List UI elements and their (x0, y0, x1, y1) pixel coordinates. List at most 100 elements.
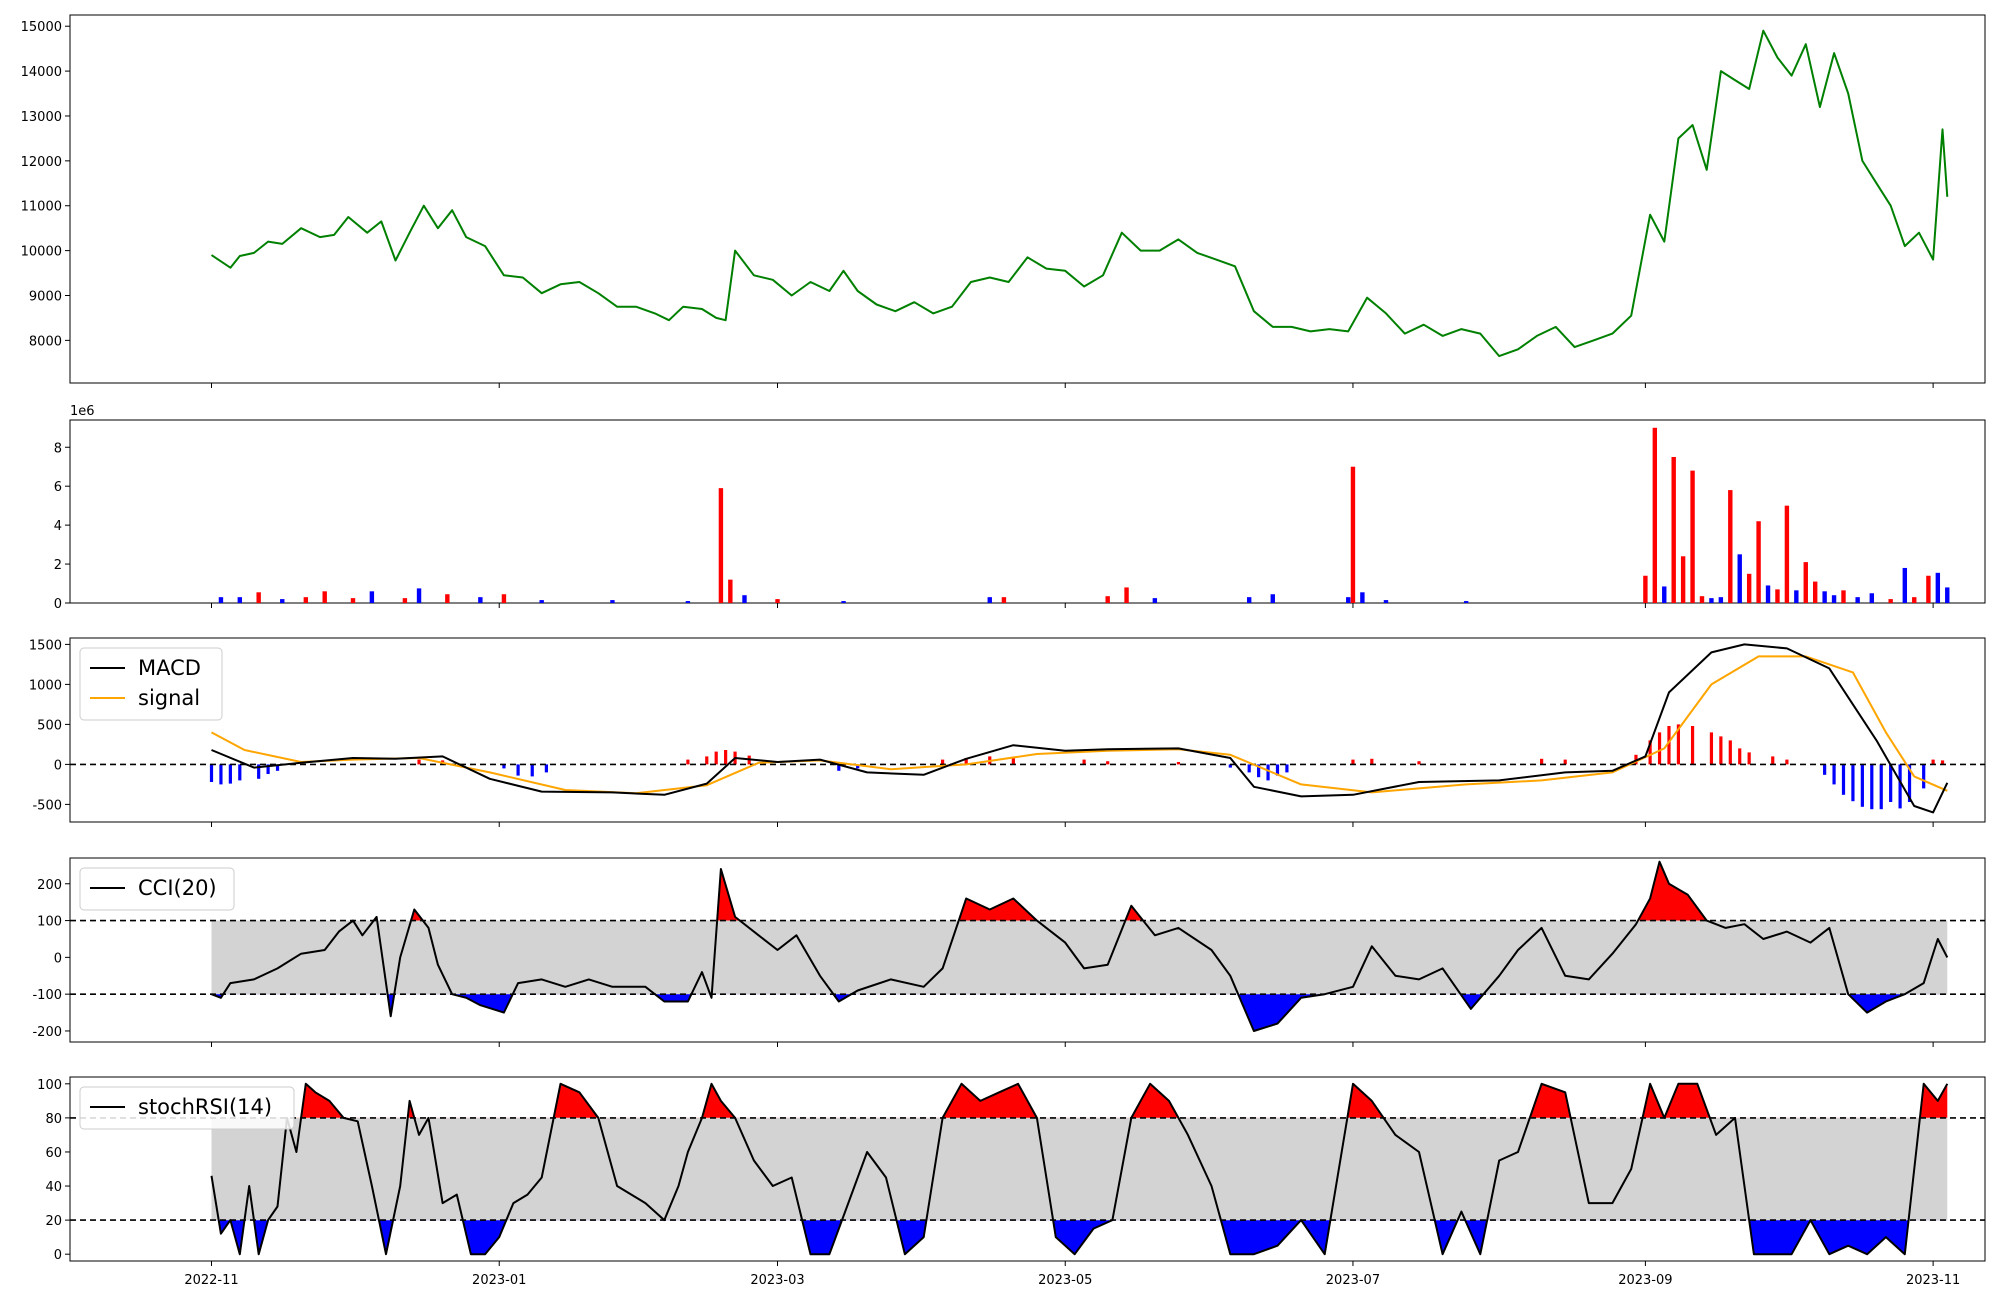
y-tick-label: 100 (37, 1078, 62, 1093)
volume-bar (1775, 589, 1780, 603)
volume-bar (1383, 600, 1389, 603)
cci-line (211, 860, 1949, 1032)
axes-frame (69, 637, 1986, 823)
volume-bar (1709, 598, 1714, 603)
y-tick-label: 100 (37, 915, 62, 930)
macd-histogram-bar (1889, 764, 1893, 802)
macd-panel: -500 0 500 1000 1500 MACD signal (29, 637, 1986, 823)
volume-bar (1718, 597, 1724, 603)
volume-bar (728, 579, 733, 603)
volume-bar (1803, 562, 1808, 603)
macd-histogram-bar (266, 764, 270, 774)
x-tick-label: 2023-03 (750, 1273, 804, 1288)
macd-histogram-bar (940, 759, 945, 765)
legend-label: stochRSI(14) (138, 1095, 272, 1119)
x-tick-label: 2023-01 (472, 1273, 526, 1288)
y-tick-label: 13000 (21, 110, 62, 125)
y-tick-label: 12000 (21, 155, 62, 170)
macd-histogram-bar (1370, 758, 1374, 765)
macd-histogram-bar (1351, 759, 1355, 765)
y-tick-label: 8000 (29, 334, 62, 349)
y-tick-label: 15000 (21, 20, 62, 35)
volume-bar (1869, 593, 1874, 603)
volume-bar (218, 597, 224, 603)
macd-histogram-bar (275, 764, 280, 771)
x-tick-label: 2022-11 (184, 1273, 238, 1288)
volume-bar (1346, 597, 1351, 603)
y-tick-label: 11000 (21, 200, 62, 215)
macd-histogram-bar (228, 764, 232, 784)
volume-bar (1652, 427, 1658, 603)
price-line (210, 29, 1949, 358)
macd-histogram-bar (724, 750, 728, 765)
volume-bar (1945, 587, 1950, 603)
volume-bar (1680, 556, 1686, 603)
macd-histogram-bar (1823, 764, 1827, 775)
volume-bar (322, 591, 327, 603)
volume-bar (1902, 567, 1908, 603)
y-tick-label: 60 (45, 1146, 62, 1161)
macd-histogram-bar (530, 764, 534, 777)
y-tick-label: 500 (37, 718, 62, 733)
macd-histogram-bar (1841, 764, 1846, 795)
volume-bar (1765, 585, 1771, 603)
y-tick-label: 14000 (21, 65, 62, 80)
x-tick-label: 2023-11 (1906, 1273, 1960, 1288)
volume-bar (1001, 597, 1007, 603)
y-tick-label: 1500 (29, 638, 62, 653)
macd-histogram-bar (1667, 726, 1671, 765)
volume-bar (1812, 581, 1818, 603)
legend-label: signal (138, 686, 200, 710)
legend-label: MACD (138, 656, 201, 680)
macd-histogram-bar (1940, 760, 1945, 765)
volume-bar (280, 599, 285, 603)
cci-panel: -200 -100 0 100 200 CCI(20) (32, 857, 1986, 1043)
macd-histogram-bar (1228, 764, 1232, 768)
macd-histogram-bar (1907, 764, 1912, 802)
macd-histogram-bar (1922, 764, 1926, 789)
y-tick-label: 40 (45, 1180, 62, 1195)
volume-bar (1746, 573, 1752, 603)
y-tick-label: 0 (54, 597, 62, 612)
macd-histogram-bar (714, 751, 718, 765)
volume-bar (501, 594, 507, 603)
legend-box (79, 1086, 295, 1130)
signal-line (211, 655, 1948, 795)
macd-histogram-bar (1676, 724, 1681, 765)
volume-bar (416, 588, 422, 603)
macd-histogram-bar (1738, 748, 1742, 765)
macd-histogram-bar (1275, 764, 1280, 776)
volume-bar (1831, 595, 1837, 603)
macd-histogram-bar (1285, 764, 1289, 773)
oversold-fill (211, 1220, 1948, 1255)
macd-histogram-bar (1266, 764, 1270, 781)
volume-bar (402, 598, 408, 603)
price-panel: 8000 9000 10000 11000 12000 13000 14000 15000 (21, 14, 1986, 384)
axes-frame (69, 14, 1986, 384)
volume-bar (1690, 470, 1695, 603)
macd-histogram-bar (417, 759, 421, 765)
macd-histogram-bar (1771, 756, 1775, 765)
macd-histogram-bar (856, 764, 860, 769)
macd-line (211, 643, 1949, 814)
legend-label: CCI(20) (138, 876, 217, 900)
volume-bar (1888, 599, 1893, 603)
macd-histogram-bar (1860, 764, 1864, 807)
macd-histogram-bar (1898, 764, 1902, 809)
volume-bar (1855, 597, 1860, 603)
neutral-band (211, 1117, 1948, 1221)
macd-histogram-bar (238, 764, 242, 781)
volume-bar (1699, 596, 1705, 603)
y-tick-label: -100 (32, 988, 62, 1003)
y-tick-label: -500 (32, 798, 62, 813)
macd-histogram-bar (1417, 761, 1421, 765)
y-tick-label: 0 (54, 758, 62, 773)
volume-bar (237, 597, 243, 603)
macd-histogram-bar (1082, 759, 1086, 765)
stochrsi-line (210, 1082, 1949, 1256)
macd-histogram-bar (705, 756, 709, 765)
volume-offset-label: 1e6 (70, 404, 95, 419)
macd-histogram-bar (1563, 759, 1567, 765)
axes-frame (69, 857, 1986, 1043)
macd-histogram-bar (837, 764, 841, 771)
